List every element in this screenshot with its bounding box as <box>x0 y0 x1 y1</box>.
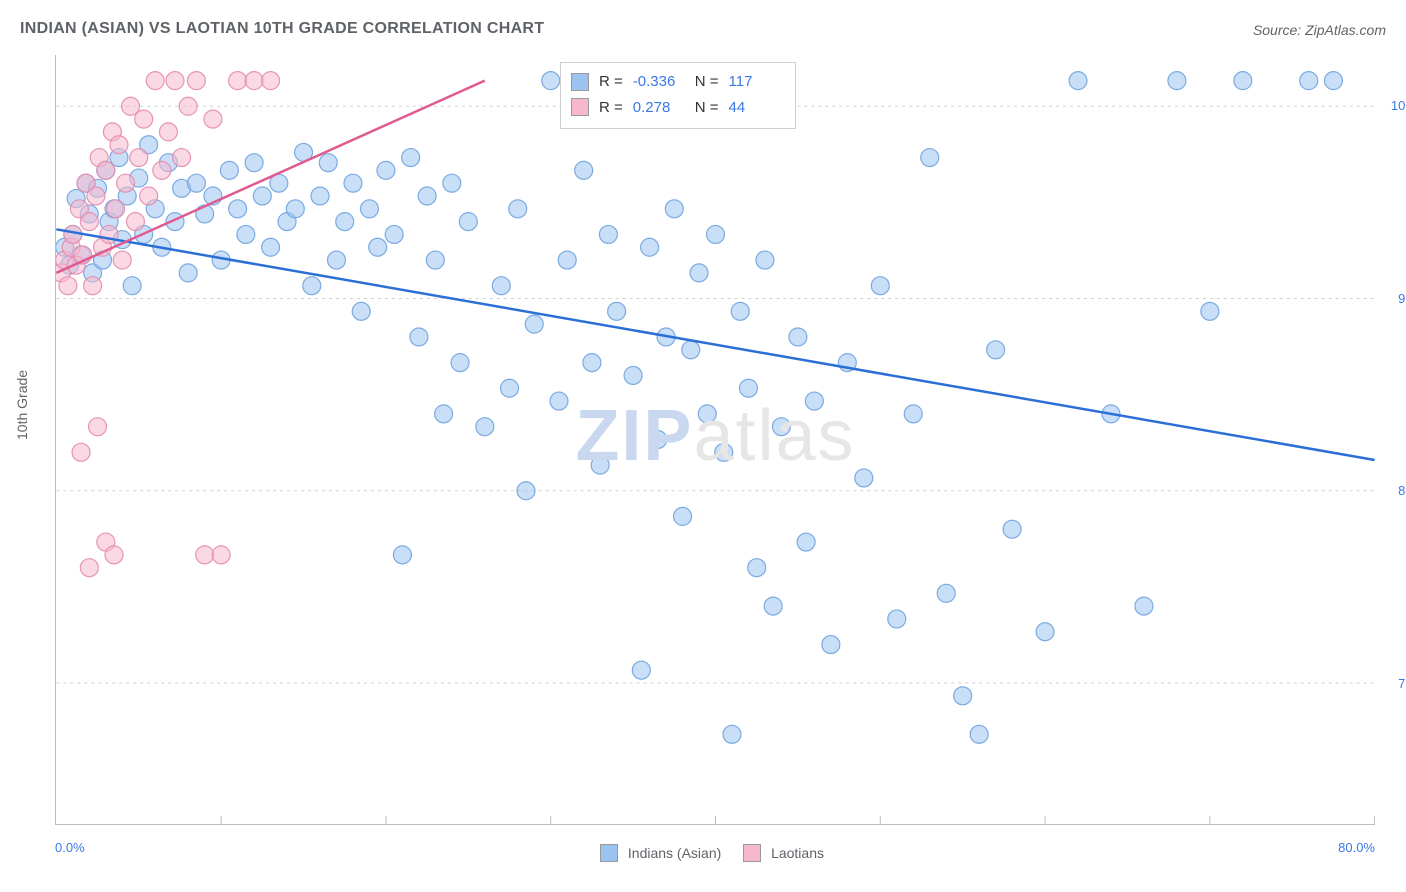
y-tick-label: 100.0% <box>1380 98 1406 113</box>
legend-swatch-laotians <box>743 844 761 862</box>
watermark-atlas: atlas <box>693 395 855 475</box>
swatch-indians <box>571 73 589 91</box>
bottom-legend: Indians (Asian) Laotians <box>0 844 1406 862</box>
legend-label-laotians: Laotians <box>771 845 824 861</box>
y-tick-label: 85.0% <box>1380 483 1406 498</box>
y-tick-label: 77.5% <box>1380 676 1406 691</box>
legend-swatch-indians <box>600 844 618 862</box>
source-attribution: Source: ZipAtlas.com <box>1253 22 1386 38</box>
r-label: R = <box>599 95 623 121</box>
y-axis-label: 10th Grade <box>14 370 30 440</box>
r-value-laotians: 0.278 <box>633 95 685 121</box>
stats-row-indians: R = -0.336 N = 117 <box>571 69 781 95</box>
chart-container: { "title": "INDIAN (ASIAN) VS LAOTIAN 10… <box>0 0 1406 892</box>
legend-label-indians: Indians (Asian) <box>628 845 721 861</box>
watermark: ZIPatlas <box>575 394 855 476</box>
y-tick-label: 92.5% <box>1380 291 1406 306</box>
r-value-indians: -0.336 <box>633 69 685 95</box>
watermark-zip: ZIP <box>575 395 693 475</box>
swatch-laotians <box>571 98 589 116</box>
n-value-laotians: 44 <box>729 95 781 121</box>
stats-row-laotians: R = 0.278 N = 44 <box>571 95 781 121</box>
n-label: N = <box>695 95 719 121</box>
stats-legend-box: R = -0.336 N = 117 R = 0.278 N = 44 <box>560 62 796 129</box>
n-value-indians: 117 <box>729 69 781 95</box>
n-label: N = <box>695 69 719 95</box>
chart-title: INDIAN (ASIAN) VS LAOTIAN 10TH GRADE COR… <box>20 20 544 38</box>
r-label: R = <box>599 69 623 95</box>
plot-area: ZIPatlas 77.5%85.0%92.5%100.0% <box>55 55 1375 825</box>
